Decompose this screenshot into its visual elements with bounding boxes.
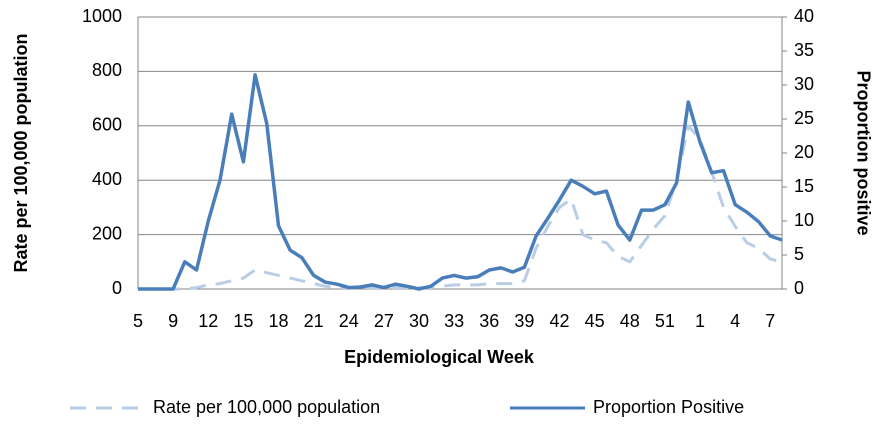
y2-tick-label: 15: [794, 176, 814, 196]
x-tick-label: 12: [198, 311, 218, 331]
x-tick-label: 1: [695, 311, 705, 331]
x-tick-label: 21: [304, 311, 324, 331]
x-tick-label: 7: [765, 311, 775, 331]
x-tick-label: 48: [620, 311, 640, 331]
x-tick-label: 33: [444, 311, 464, 331]
legend-label: Rate per 100,000 population: [153, 397, 380, 417]
y2-tick-label: 10: [794, 210, 814, 230]
y2-tick-label: 30: [794, 74, 814, 94]
x-tick-label: 36: [479, 311, 499, 331]
y-tick-label: 800: [92, 60, 122, 80]
y-tick-label: 0: [112, 278, 122, 298]
x-tick-label: 5: [133, 311, 143, 331]
y-tick-label: 400: [92, 169, 122, 189]
y2-tick-label: 5: [794, 244, 804, 264]
y2-axis-title: Proportion positive: [853, 70, 873, 235]
y2-tick-label: 40: [794, 6, 814, 26]
legend-label: Proportion Positive: [593, 397, 744, 417]
x-tick-label: 39: [514, 311, 534, 331]
y2-tick-label: 35: [794, 40, 814, 60]
y-tick-label: 1000: [82, 6, 122, 26]
y-axis-title: Rate per 100,000 population: [11, 33, 31, 272]
y2-tick-label: 20: [794, 142, 814, 162]
x-tick-label: 24: [339, 311, 359, 331]
x-tick-label: 18: [268, 311, 288, 331]
x-tick-label: 51: [655, 311, 675, 331]
x-axis-title: Epidemiological Week: [344, 347, 535, 367]
y-tick-label: 200: [92, 223, 122, 243]
x-tick-label: 9: [168, 311, 178, 331]
y2-tick-label: 0: [794, 278, 804, 298]
x-tick-label: 27: [374, 311, 394, 331]
series-line: [138, 73, 783, 291]
y2-tick-label: 25: [794, 108, 814, 128]
x-tick-label: 4: [730, 311, 740, 331]
x-tick-label: 45: [585, 311, 605, 331]
x-tick-label: 30: [409, 311, 429, 331]
series-line: [138, 124, 783, 291]
x-tick-label: 42: [550, 311, 570, 331]
y-tick-label: 600: [92, 115, 122, 135]
x-tick-label: 15: [233, 311, 253, 331]
